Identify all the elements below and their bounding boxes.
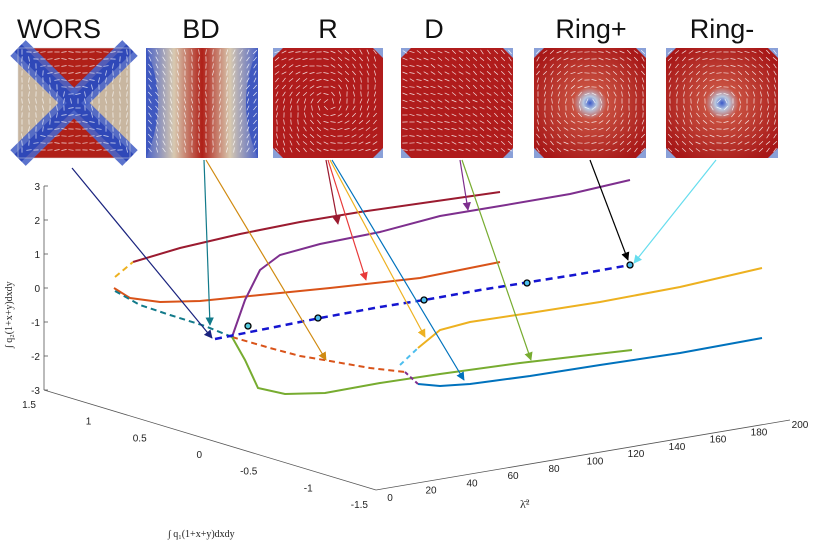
right-tick-label: 120 bbox=[628, 449, 645, 460]
branch-dark-red bbox=[132, 191, 501, 263]
left-tick-label: -1.5 bbox=[351, 500, 369, 511]
vertical-axis-label: ∫ q₂(1+x+y)dxdy bbox=[4, 281, 15, 349]
left-axis-ticks: 1.5 1 0.5 0 -0.5 -1 -1.5 bbox=[22, 400, 368, 511]
right-tick-label: 40 bbox=[466, 478, 478, 489]
vertical-tick-label: -2 bbox=[31, 352, 40, 363]
left-tick-label: 1 bbox=[86, 417, 92, 428]
arrow-ring-plus bbox=[589, 159, 630, 261]
branch-blue-dashed bbox=[404, 371, 419, 385]
right-tick-label: 140 bbox=[669, 442, 686, 453]
branch-orange-dashed bbox=[231, 336, 406, 373]
branch-green bbox=[231, 336, 633, 396]
bifurcation-point bbox=[420, 296, 428, 304]
bifurcation-point bbox=[314, 314, 322, 322]
panel-title-ring-plus: Ring+ bbox=[555, 14, 626, 44]
right-tick-label: 160 bbox=[710, 435, 727, 446]
vertical-tick-label: 3 bbox=[34, 182, 40, 193]
vertical-tick-label: 0 bbox=[34, 284, 40, 295]
connector-arrows bbox=[71, 159, 717, 381]
solution-panels: WORS BD R D bbox=[10, 14, 778, 166]
branch-yellow-dashed bbox=[399, 347, 419, 366]
branch-teal-dashed bbox=[114, 290, 233, 338]
vertical-tick-label: -3 bbox=[31, 386, 40, 397]
panel-image-r bbox=[273, 48, 383, 158]
right-tick-label: 100 bbox=[587, 457, 604, 468]
arrow-r-blue bbox=[331, 159, 465, 381]
arrow-r-red bbox=[327, 159, 368, 281]
panel-title-ring-minus: Ring- bbox=[690, 14, 755, 44]
right-tick-label: 200 bbox=[792, 420, 809, 431]
branch-purple bbox=[231, 179, 631, 338]
director-field-streaks bbox=[21, 49, 778, 153]
arrow-d-purple bbox=[459, 159, 471, 211]
vertical-tick-label: 2 bbox=[34, 216, 40, 227]
panel-image-d bbox=[401, 48, 513, 158]
branch-central-dashed bbox=[214, 263, 631, 341]
left-tick-label: -0.5 bbox=[240, 467, 258, 478]
panel-title-bd: BD bbox=[182, 14, 220, 44]
branch-yellow bbox=[417, 267, 763, 349]
arrow-bd-gold bbox=[205, 159, 327, 361]
vertical-tick-label: -1 bbox=[31, 318, 40, 329]
bifurcation-point bbox=[244, 322, 252, 330]
right-tick-label: 0 bbox=[387, 493, 393, 504]
arrow-r-yellow bbox=[329, 159, 426, 338]
right-axis-ticks: 0 20 40 60 80 100 120 140 160 180 200 bbox=[387, 420, 809, 504]
right-tick-label: 80 bbox=[548, 464, 560, 475]
panel-ring-plus: Ring+ bbox=[534, 14, 646, 158]
left-axis-label: ∫ q₁(1+x+y)dxdy bbox=[167, 529, 235, 540]
right-tick-label: 60 bbox=[507, 471, 519, 482]
arrow-ring-minus bbox=[633, 159, 717, 264]
panel-ring-minus: Ring- bbox=[666, 14, 778, 158]
vertical-axis-ticks: 3 2 1 0 -1 -2 -3 bbox=[31, 182, 48, 397]
bifurcation-point bbox=[523, 279, 531, 287]
right-tick-label: 180 bbox=[751, 427, 768, 438]
left-tick-label: 1.5 bbox=[22, 400, 36, 411]
panel-wors: WORS bbox=[10, 14, 138, 166]
left-tick-label: 0 bbox=[196, 450, 202, 461]
branch-dark-red-dashed bbox=[114, 261, 134, 278]
solution-branches bbox=[113, 179, 763, 396]
panel-title-r: R bbox=[318, 14, 338, 44]
right-tick-label: 20 bbox=[425, 486, 437, 497]
panel-image-ring-plus bbox=[534, 48, 646, 158]
bifurcation-point bbox=[626, 261, 634, 269]
panel-title-wors: WORS bbox=[17, 14, 101, 44]
bifurcation-points bbox=[244, 261, 634, 330]
branch-blue bbox=[417, 337, 763, 388]
left-tick-label: 0.5 bbox=[133, 433, 147, 444]
branch-orange bbox=[113, 261, 501, 304]
arrow-bd-teal bbox=[203, 159, 214, 326]
panel-image-ring-minus bbox=[666, 48, 778, 158]
arrow-d-green bbox=[461, 159, 533, 361]
arrow-wors bbox=[71, 167, 213, 339]
vertical-tick-label: 1 bbox=[34, 250, 40, 261]
right-axis-label: λ̄² bbox=[520, 497, 530, 511]
left-tick-label: -1 bbox=[304, 483, 313, 494]
panel-title-d: D bbox=[424, 14, 444, 44]
arrow-r-darkred bbox=[325, 159, 341, 225]
